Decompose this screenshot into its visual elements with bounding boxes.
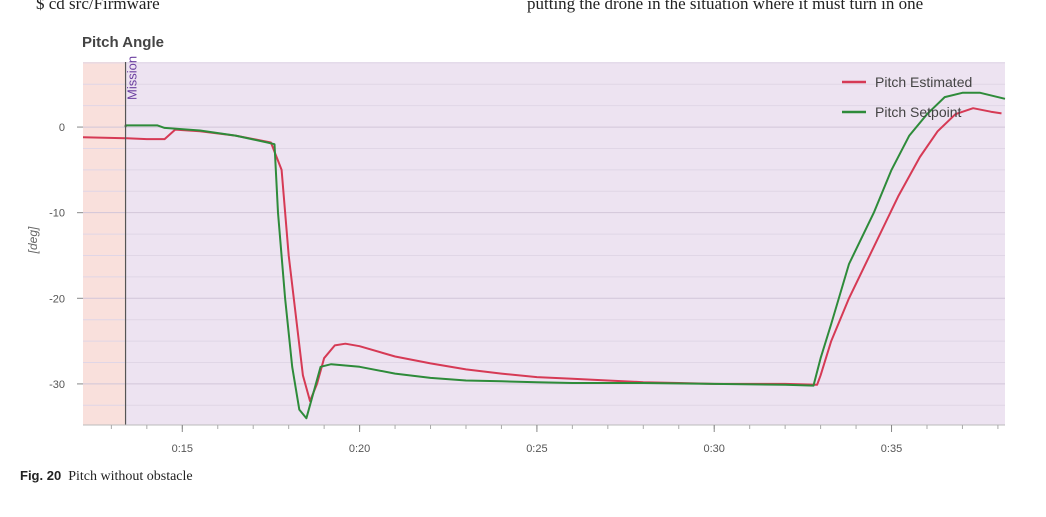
x-tick-label-3: 0:30 <box>704 443 725 455</box>
axes: 0 -10 -20 -30 0:15 0:20 0:25 0:30 0:35 <box>49 122 1005 455</box>
y-tick-label-1: -10 <box>49 208 65 220</box>
annotations: Mission <box>125 56 140 425</box>
mission-marker-label: Mission <box>125 56 140 100</box>
x-tick-label-4: 0:35 <box>881 443 902 455</box>
y-tick-label-0: 0 <box>59 122 65 134</box>
page-text-top-right: putting the drone in the situation where… <box>527 0 924 13</box>
x-tick-label-1: 0:20 <box>349 443 370 455</box>
legend-label-pitch-estimated: Pitch Estimated <box>875 74 972 90</box>
figure-caption-text: Pitch without obstacle <box>68 469 193 484</box>
x-tick-label-2: 0:25 <box>526 443 547 455</box>
x-tick-label-0: 0:15 <box>172 443 193 455</box>
legend-label-pitch-setpoint: Pitch Setpoint <box>875 104 961 120</box>
y-tick-label-2: -20 <box>49 293 65 305</box>
y-axis-label: [deg] <box>26 226 40 254</box>
chart-legend: Pitch Estimated Pitch Setpoint <box>842 74 972 120</box>
y-tick-label-3: -30 <box>49 379 65 391</box>
chart-title: Pitch Angle <box>82 34 164 51</box>
series-line-pitch-setpoint <box>124 91 1006 420</box>
background-region-1 <box>125 62 1006 425</box>
pitch-angle-chart: Mission 0 -10 -20 -30 0:15 0:20 0:25 0:30 0:35 P… <box>26 34 1006 455</box>
plot-background <box>83 62 1006 425</box>
grid-lines <box>83 62 1005 406</box>
figure-caption: Fig. 20 Pitch without obstacle <box>20 468 193 485</box>
figure-caption-label: Fig. 20 <box>20 468 62 483</box>
background-region-0 <box>83 62 126 425</box>
series-layer <box>82 91 1006 420</box>
page-text-top-left: $ cd src/Firmware <box>36 0 160 13</box>
